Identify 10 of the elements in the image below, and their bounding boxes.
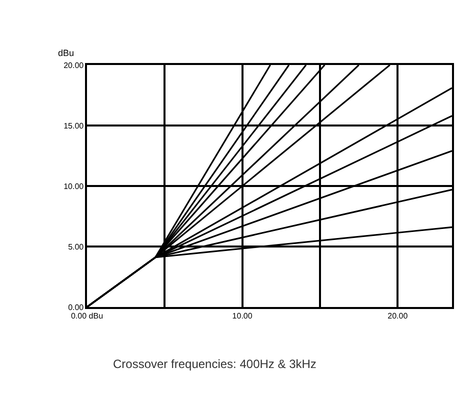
text: Crossover frequencies: 400Hz & 3kHz bbox=[113, 357, 316, 371]
y-tick-label: 20.00 bbox=[64, 60, 84, 70]
y-tick-label: 15.00 bbox=[64, 121, 84, 130]
y-axis-title: dBu bbox=[58, 48, 74, 58]
y-tick-label: 10.00 bbox=[64, 182, 84, 191]
y-tick-label: 0.00 bbox=[68, 302, 84, 312]
x-tick-label: 20.00 bbox=[388, 311, 408, 320]
y-tick-label: 5.00 bbox=[68, 242, 84, 252]
x-tick-label: 10.00 bbox=[232, 311, 253, 320]
x-tick-label: 0.00 dBu bbox=[70, 311, 104, 320]
